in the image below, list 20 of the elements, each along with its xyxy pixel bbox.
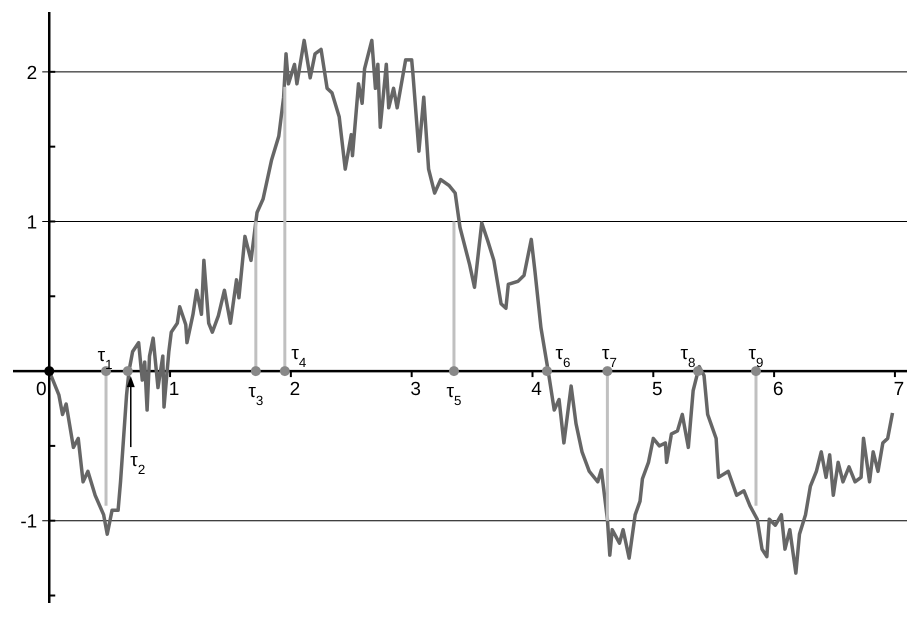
annotation: τ$_{2}$ [130, 450, 146, 477]
annotation: τ$_{3}$ [248, 381, 264, 408]
x-tick-label: 0 [36, 379, 47, 400]
annotation: τ$_{1}$ [98, 345, 112, 372]
x-tick-label: 1 [168, 379, 180, 400]
annotation: τ$_{7}$ [602, 343, 617, 370]
annotation: τ$_{4}$ [291, 343, 306, 370]
annotation: τ$_{9}$ [748, 343, 764, 370]
x-tick-label: 2 [290, 379, 300, 400]
x-tick-label: 6 [772, 379, 784, 400]
y-tick-label: 2 [26, 62, 38, 84]
annotation: τ$_{5}$ [446, 381, 462, 408]
x-tick-label: 4 [531, 379, 542, 400]
x-tick-label: 5 [652, 379, 663, 400]
annotation: τ$_{6}$ [556, 343, 570, 370]
x-tick-label: 7 [894, 379, 904, 400]
annotation: τ$_{8}$ [680, 343, 696, 370]
x-tick-label: 3 [410, 379, 421, 400]
y-tick-label: -1 [20, 512, 38, 533]
y-tick-label: 1 [26, 212, 38, 234]
